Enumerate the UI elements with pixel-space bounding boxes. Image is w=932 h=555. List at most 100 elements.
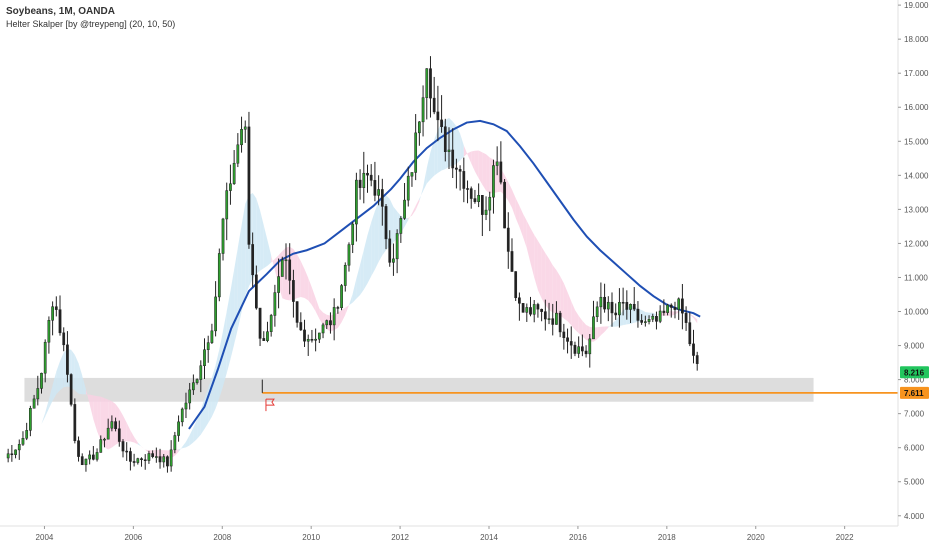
candle-body <box>166 457 168 466</box>
candle-body <box>222 219 224 253</box>
trend-band-segment <box>423 168 427 191</box>
candle-body <box>355 180 357 224</box>
candle-body <box>348 245 350 266</box>
candle-body <box>589 339 591 354</box>
trend-band-segment <box>45 399 49 416</box>
trend-band-segment <box>356 265 360 299</box>
trend-band-segment <box>242 204 246 312</box>
candle-body <box>648 319 650 321</box>
trend-band-segment <box>538 241 542 299</box>
trend-band-segment <box>34 430 38 435</box>
candle-body <box>229 184 231 191</box>
trend-band-segment <box>608 324 612 328</box>
candle-body <box>585 351 587 354</box>
candle-body <box>255 275 257 308</box>
trend-band-segment <box>349 294 353 306</box>
candle-body <box>448 150 450 152</box>
trend-band-segment <box>575 310 579 333</box>
candle-body <box>678 299 680 310</box>
trend-band-segment <box>471 151 475 172</box>
trend-band-segment <box>234 247 238 344</box>
y-tick-label: 9.000 <box>904 342 925 351</box>
candle-body <box>374 180 376 195</box>
trend-band-segment <box>612 320 616 326</box>
trend-band-segment <box>30 435 34 440</box>
trend-band-segment <box>267 240 271 265</box>
trend-band-segment <box>175 449 179 456</box>
trend-band-segment <box>601 327 605 336</box>
candle-body <box>626 302 628 309</box>
candle-body <box>389 239 391 262</box>
trend-band-segment <box>512 190 516 218</box>
candle-body <box>259 308 261 338</box>
trend-band-segment <box>486 154 490 193</box>
candle-body <box>244 127 246 129</box>
candle-body <box>55 307 57 310</box>
candle-body <box>489 197 491 210</box>
trend-band-segment <box>375 202 379 270</box>
candle-body <box>485 210 487 215</box>
trend-band-segment <box>438 123 442 173</box>
indicator-label: Helter Skalper [by @treypeng] (20, 10, 5… <box>6 18 175 31</box>
trend-band-segment <box>605 326 609 331</box>
x-tick-label: 2020 <box>747 533 765 542</box>
candle-body <box>126 451 128 452</box>
x-tick-label: 2022 <box>836 533 854 542</box>
candle-body <box>511 251 513 271</box>
candle-body <box>541 309 543 311</box>
candle-body <box>655 316 657 321</box>
candle-body <box>326 321 328 325</box>
candle-body <box>385 206 387 238</box>
candle-body <box>274 293 276 316</box>
candle-body <box>503 182 505 228</box>
candle-body <box>292 280 294 301</box>
candle-body <box>415 133 417 173</box>
candle-body <box>659 311 661 321</box>
trend-band-segment <box>41 413 45 424</box>
trend-band-segment <box>460 134 464 161</box>
candle-body <box>463 171 465 188</box>
candle-body <box>566 338 568 342</box>
candle-body <box>107 428 109 439</box>
candle-body <box>352 224 354 245</box>
y-tick-label: 16.000 <box>904 103 929 112</box>
trend-band-segment <box>516 198 520 227</box>
trend-band-segment <box>564 283 568 321</box>
candle-body <box>174 436 176 450</box>
trend-band-segment <box>556 270 560 315</box>
candle-body <box>296 302 298 323</box>
trend-band-segment <box>671 311 675 316</box>
candle-body <box>644 322 646 323</box>
trend-band-segment <box>201 399 205 435</box>
candle-body <box>237 145 239 163</box>
trend-band-segment <box>508 182 512 208</box>
candle-body <box>192 383 194 390</box>
candle-body <box>381 189 383 206</box>
candle-body <box>689 323 691 344</box>
candle-body <box>89 455 91 459</box>
trend-band-segment <box>264 225 268 268</box>
candle-body <box>118 429 120 442</box>
candle-body <box>492 166 494 198</box>
candle-body <box>203 350 205 366</box>
trend-band-segment <box>23 445 27 448</box>
trend-band-segment <box>75 355 79 394</box>
trend-band-segment <box>27 440 31 445</box>
candle-body <box>137 459 139 463</box>
candle-body <box>696 356 698 364</box>
candle-body <box>248 127 250 245</box>
price-tag-label: 7.611 <box>904 389 924 398</box>
candle-body <box>48 320 50 342</box>
trend-band-segment <box>297 254 301 298</box>
trend-band-segment <box>56 361 60 394</box>
candle-body <box>226 191 228 219</box>
x-tick-label: 2012 <box>391 533 409 542</box>
trend-band-segment <box>482 152 486 190</box>
y-tick-label: 12.000 <box>904 239 929 248</box>
candle-body <box>329 321 331 325</box>
candle-body <box>578 347 580 354</box>
candle-body <box>311 339 313 340</box>
candle-body <box>233 163 235 183</box>
trend-band-segment <box>138 443 142 447</box>
candle-body <box>478 195 480 201</box>
